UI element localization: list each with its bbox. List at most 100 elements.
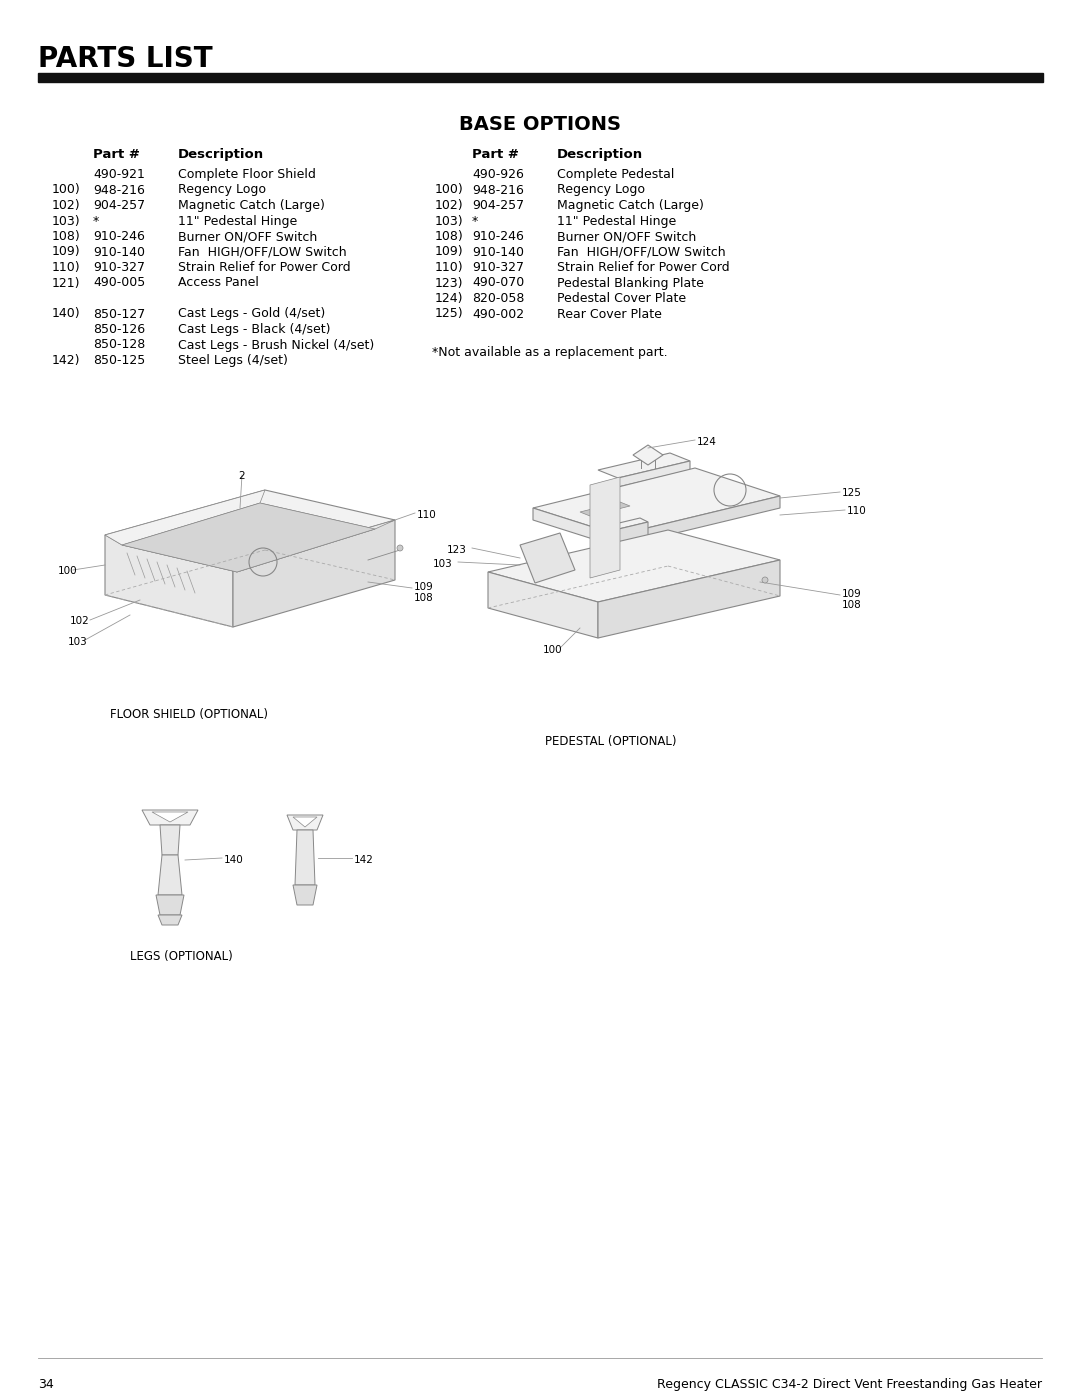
Text: Part #: Part #	[93, 148, 140, 161]
Text: 108: 108	[414, 592, 434, 604]
Text: 109): 109)	[52, 246, 81, 258]
Text: 102): 102)	[435, 198, 463, 212]
Text: 142): 142)	[52, 353, 81, 367]
Text: Regency CLASSIC C34-2 Direct Vent Freestanding Gas Heater: Regency CLASSIC C34-2 Direct Vent Freest…	[657, 1377, 1042, 1391]
Text: Strain Relief for Power Cord: Strain Relief for Power Cord	[557, 261, 730, 274]
Polygon shape	[534, 509, 618, 548]
Text: Burner ON/OFF Switch: Burner ON/OFF Switch	[178, 231, 318, 243]
Text: 100): 100)	[52, 183, 81, 197]
Text: 109: 109	[842, 590, 862, 599]
Text: 140: 140	[224, 855, 244, 865]
Text: Fan  HIGH/OFF/LOW Switch: Fan HIGH/OFF/LOW Switch	[178, 246, 347, 258]
Polygon shape	[519, 534, 575, 583]
Polygon shape	[158, 915, 183, 925]
Text: Magnetic Catch (Large): Magnetic Catch (Large)	[178, 198, 325, 212]
Text: Description: Description	[557, 148, 643, 161]
Text: 123): 123)	[435, 277, 463, 289]
Polygon shape	[488, 529, 780, 602]
Text: 2: 2	[238, 471, 245, 481]
Text: 121): 121)	[52, 277, 81, 289]
Text: 100: 100	[543, 645, 563, 655]
Text: Access Panel: Access Panel	[178, 277, 259, 289]
Polygon shape	[160, 826, 180, 855]
Text: 910-327: 910-327	[93, 261, 145, 274]
Text: 904-257: 904-257	[472, 198, 524, 212]
Text: Pedestal Blanking Plate: Pedestal Blanking Plate	[557, 277, 704, 289]
Text: 124): 124)	[435, 292, 463, 305]
Circle shape	[762, 577, 768, 583]
Polygon shape	[598, 528, 606, 571]
Polygon shape	[295, 830, 315, 886]
Text: 11" Pedestal Hinge: 11" Pedestal Hinge	[178, 215, 297, 228]
Polygon shape	[633, 446, 663, 465]
Text: Rear Cover Plate: Rear Cover Plate	[557, 307, 662, 320]
Polygon shape	[293, 886, 318, 905]
Text: 109: 109	[414, 583, 434, 592]
Text: LEGS (OPTIONAL): LEGS (OPTIONAL)	[130, 950, 233, 963]
Text: 490-002: 490-002	[472, 307, 524, 320]
Text: 850-128: 850-128	[93, 338, 145, 352]
Polygon shape	[488, 571, 598, 638]
Text: Regency Logo: Regency Logo	[178, 183, 266, 197]
Text: *: *	[472, 215, 478, 228]
Text: 910-246: 910-246	[93, 231, 145, 243]
Polygon shape	[590, 476, 620, 578]
Text: Cast Legs - Brush Nickel (4/set): Cast Legs - Brush Nickel (4/set)	[178, 338, 375, 352]
Text: 490-921: 490-921	[93, 168, 145, 182]
Text: FLOOR SHIELD (OPTIONAL): FLOOR SHIELD (OPTIONAL)	[110, 708, 268, 721]
Polygon shape	[618, 496, 780, 548]
Polygon shape	[606, 522, 648, 571]
Text: Description: Description	[178, 148, 265, 161]
Polygon shape	[105, 535, 237, 571]
Text: 490-070: 490-070	[472, 277, 524, 289]
Text: 108): 108)	[52, 231, 81, 243]
Polygon shape	[141, 810, 198, 826]
Text: Pedestal Cover Plate: Pedestal Cover Plate	[557, 292, 686, 305]
Text: 100: 100	[58, 566, 78, 576]
Text: 110: 110	[847, 506, 867, 515]
Text: Cast Legs - Black (4/set): Cast Legs - Black (4/set)	[178, 323, 330, 337]
Text: Regency Logo: Regency Logo	[557, 183, 645, 197]
Text: 850-127: 850-127	[93, 307, 145, 320]
Text: 850-125: 850-125	[93, 353, 145, 367]
Polygon shape	[158, 855, 183, 895]
Text: 125: 125	[842, 488, 862, 497]
Text: PARTS LIST: PARTS LIST	[38, 45, 213, 73]
Text: 910-246: 910-246	[472, 231, 524, 243]
Text: 910-327: 910-327	[472, 261, 524, 274]
Text: 110): 110)	[52, 261, 81, 274]
Polygon shape	[598, 453, 690, 478]
Polygon shape	[598, 518, 648, 532]
Text: 102): 102)	[52, 198, 81, 212]
Text: 910-140: 910-140	[472, 246, 524, 258]
Text: 110): 110)	[435, 261, 463, 274]
Text: 948-216: 948-216	[472, 183, 524, 197]
Text: 850-126: 850-126	[93, 323, 145, 337]
Text: PEDESTAL (OPTIONAL): PEDESTAL (OPTIONAL)	[545, 735, 676, 747]
Polygon shape	[122, 503, 375, 571]
Text: 140): 140)	[52, 307, 81, 320]
Text: Complete Floor Shield: Complete Floor Shield	[178, 168, 315, 182]
Polygon shape	[105, 490, 395, 567]
Polygon shape	[534, 468, 780, 535]
Polygon shape	[156, 895, 184, 915]
Text: 11" Pedestal Hinge: 11" Pedestal Hinge	[557, 215, 676, 228]
Text: Strain Relief for Power Cord: Strain Relief for Power Cord	[178, 261, 351, 274]
Text: 103): 103)	[435, 215, 463, 228]
Text: *Not available as a replacement part.: *Not available as a replacement part.	[432, 346, 667, 359]
Text: 108): 108)	[435, 231, 463, 243]
Text: 124: 124	[697, 437, 717, 447]
Polygon shape	[122, 503, 375, 571]
Polygon shape	[233, 520, 395, 627]
Text: 109): 109)	[435, 246, 463, 258]
Text: 142: 142	[354, 855, 374, 865]
Text: 948-216: 948-216	[93, 183, 145, 197]
Text: BASE OPTIONS: BASE OPTIONS	[459, 115, 621, 134]
Text: 125): 125)	[435, 307, 463, 320]
Polygon shape	[105, 490, 265, 545]
Polygon shape	[293, 817, 318, 827]
Polygon shape	[598, 560, 780, 638]
Polygon shape	[233, 520, 395, 571]
Text: 100): 100)	[435, 183, 463, 197]
Text: Complete Pedestal: Complete Pedestal	[557, 168, 674, 182]
